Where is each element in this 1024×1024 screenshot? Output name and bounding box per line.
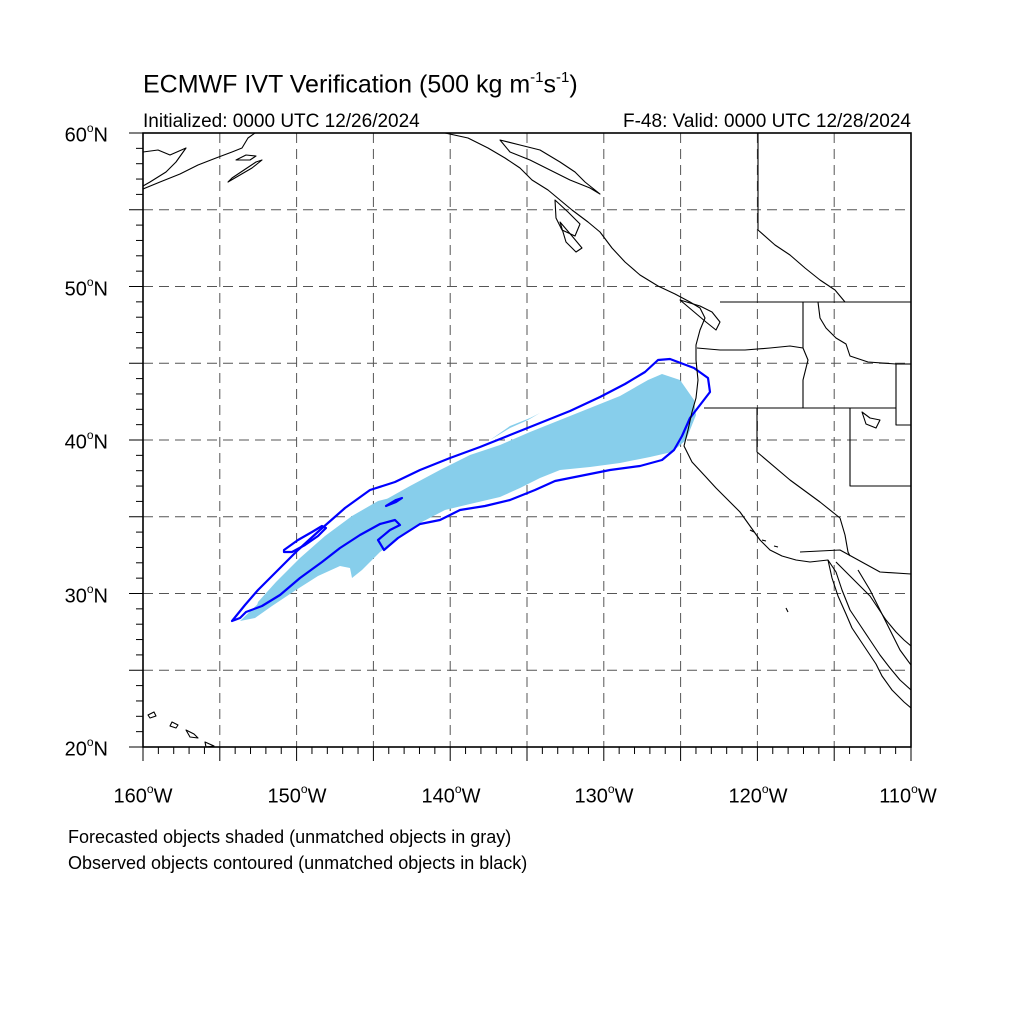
lon-label-120: 120oW [728, 782, 788, 808]
lat-label-60: 60oN [64, 121, 108, 147]
lat-lon-grid [143, 133, 911, 747]
lon-label-130: 130oW [574, 782, 634, 808]
lon-label-150: 150oW [267, 782, 327, 808]
lat-label-20: 20oN [64, 735, 108, 761]
axis-ticks [129, 132, 912, 761]
chart-title: ECMWF IVT Verification (500 kg m-1s-1) [143, 69, 578, 99]
lon-label-140: 140oW [421, 782, 481, 808]
coastlines-and-borders [143, 133, 911, 747]
initialized-label: Initialized: 0000 UTC 12/26/2024 [143, 111, 420, 132]
note-forecast: Forecasted objects shaded (unmatched obj… [68, 827, 512, 847]
forecast-ivt-object [240, 374, 696, 621]
lat-label-40: 40oN [64, 428, 108, 454]
valid-time-label: F-48: Valid: 0000 UTC 12/28/2024 [623, 111, 911, 132]
lon-label-110: 110oW [879, 782, 937, 808]
lon-label-160: 160oW [113, 782, 173, 808]
lat-label-50: 50oN [64, 275, 108, 301]
note-observed: Observed objects contoured (unmatched ob… [68, 853, 528, 873]
observed-ivt-object [230, 357, 712, 623]
lat-label-30: 30oN [64, 582, 108, 608]
